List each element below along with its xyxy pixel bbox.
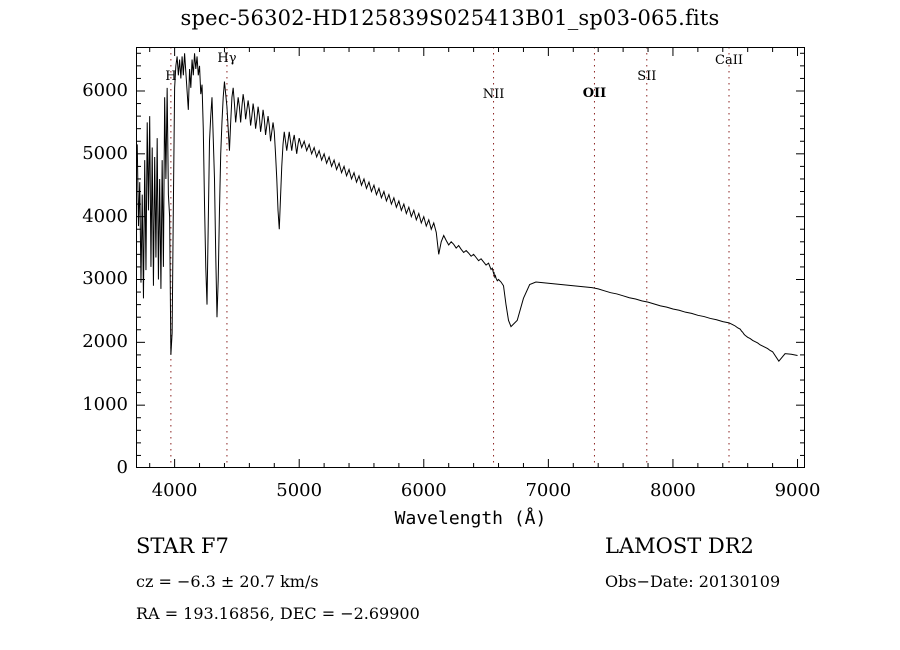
observation-date: Obs−Date: 20130109 xyxy=(605,572,781,591)
H-beta-marker-label: H xyxy=(165,69,177,84)
y-tick-6000: 6000 xyxy=(82,79,128,101)
y-tick-1000: 1000 xyxy=(82,394,128,416)
H-gamma-marker-label: Hγ xyxy=(217,51,237,66)
metadata-footer: STAR F7 LAMOST DR2 cz = −6.3 ± 20.7 km/s… xyxy=(0,534,900,644)
x-tick-7000: 7000 xyxy=(525,480,572,501)
spectrum-trace xyxy=(136,53,798,363)
NII-marker-label: NII xyxy=(482,87,505,102)
SII-marker-label: SII xyxy=(637,69,657,84)
y-tick-5000: 5000 xyxy=(82,142,128,164)
OII-marker-label: OII xyxy=(582,86,607,101)
redshift-value: cz = −6.3 ± 20.7 km/s xyxy=(136,572,319,591)
x-tick-4000: 4000 xyxy=(151,480,198,501)
survey-name: LAMOST DR2 xyxy=(605,534,754,558)
y-tick-4000: 4000 xyxy=(82,205,128,227)
y-tick-2000: 2000 xyxy=(82,331,128,353)
x-tick-9000: 9000 xyxy=(774,480,821,501)
coordinates: RA = 193.16856, DEC = −2.69900 xyxy=(136,604,420,623)
x-tick-5000: 5000 xyxy=(276,480,323,501)
x-tick-6000: 6000 xyxy=(400,480,447,501)
x-axis-title: Wavelength (Å) xyxy=(394,508,547,529)
line-marker-group xyxy=(170,47,730,468)
y-tick-0: 0 xyxy=(116,457,128,478)
plot-border xyxy=(136,47,805,468)
object-class: STAR F7 xyxy=(136,534,229,558)
plot-area xyxy=(136,47,805,468)
spectrum-canvas xyxy=(136,47,805,468)
CaII-marker-label: CaII xyxy=(715,53,743,68)
axis-frame xyxy=(136,47,805,468)
page-title: spec-56302-HD125839S025413B01_sp03-065.f… xyxy=(180,6,720,30)
x-tick-8000: 8000 xyxy=(650,480,696,501)
y-axis-title: Flux (relative) xyxy=(0,0,2,119)
y-tick-3000: 3000 xyxy=(82,268,128,290)
